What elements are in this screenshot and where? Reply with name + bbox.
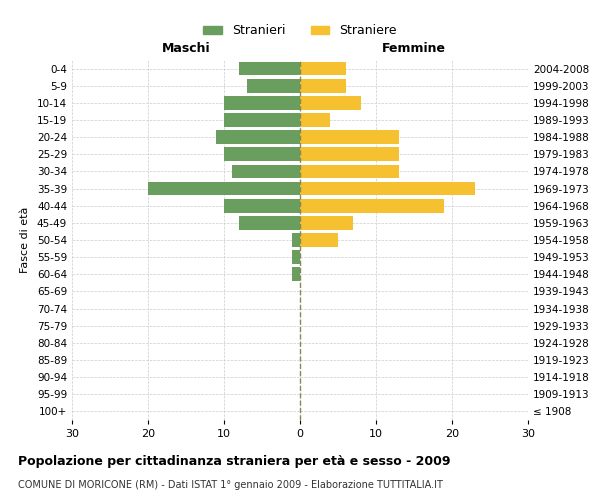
Bar	[148, 182, 300, 196]
Text: Femmine: Femmine	[382, 42, 446, 55]
Bar	[300, 199, 445, 212]
Bar	[239, 62, 300, 76]
Bar	[239, 216, 300, 230]
Bar	[300, 216, 353, 230]
Bar	[292, 250, 300, 264]
Bar	[224, 199, 300, 212]
Y-axis label: Fasce di età: Fasce di età	[20, 207, 30, 273]
Text: Popolazione per cittadinanza straniera per età e sesso - 2009: Popolazione per cittadinanza straniera p…	[18, 455, 451, 468]
Bar	[224, 148, 300, 161]
Bar	[224, 113, 300, 127]
Bar	[300, 79, 346, 92]
Y-axis label: Anni di nascita: Anni di nascita	[596, 198, 600, 281]
Text: Maschi: Maschi	[161, 42, 211, 55]
Bar	[300, 148, 399, 161]
Bar	[292, 233, 300, 247]
Bar	[300, 164, 399, 178]
Text: COMUNE DI MORICONE (RM) - Dati ISTAT 1° gennaio 2009 - Elaborazione TUTTITALIA.I: COMUNE DI MORICONE (RM) - Dati ISTAT 1° …	[18, 480, 443, 490]
Bar	[247, 79, 300, 92]
Bar	[300, 62, 346, 76]
Bar	[300, 233, 338, 247]
Bar	[300, 130, 399, 144]
Bar	[232, 164, 300, 178]
Bar	[292, 268, 300, 281]
Bar	[300, 182, 475, 196]
Legend: Stranieri, Straniere: Stranieri, Straniere	[198, 20, 402, 42]
Bar	[217, 130, 300, 144]
Bar	[300, 96, 361, 110]
Bar	[224, 96, 300, 110]
Bar	[300, 113, 331, 127]
